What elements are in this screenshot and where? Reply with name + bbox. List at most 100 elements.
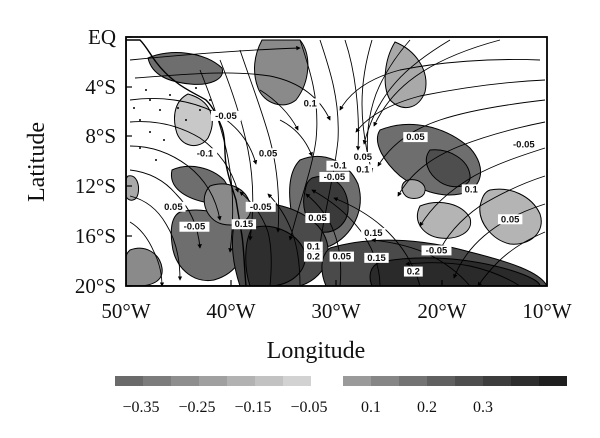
contour-label-18: 0.1	[307, 242, 321, 253]
contour-label-background	[353, 164, 373, 175]
contour-label-background	[329, 251, 354, 262]
contour-label-background	[508, 139, 539, 150]
colorbar-positive-segment	[483, 376, 511, 386]
contour-label-2: -0.1	[197, 148, 214, 159]
y-axis-title: Latitude	[24, 122, 50, 202]
contour-label-11: 0.05	[501, 214, 520, 225]
shaded-region-nw	[147, 52, 224, 85]
contour-label-22: -0.05	[426, 245, 448, 256]
shaded-region-east-inner	[425, 149, 471, 188]
contour-label-background	[350, 152, 376, 163]
weak-flow-dots	[133, 87, 211, 161]
lat-tick-3: 12°S	[75, 174, 116, 198]
contour-label-background	[210, 110, 241, 121]
colorbar-label-0: −0.35	[122, 399, 159, 416]
x-axis-title: Longitude	[267, 338, 366, 364]
colorbar	[115, 376, 567, 386]
contour-label-background	[461, 184, 481, 195]
colorbar-label-1: −0.25	[178, 399, 215, 416]
contour-label-4: 0.05	[406, 132, 425, 143]
contour-label-21: 0.15	[367, 253, 386, 264]
lon-tick-3: 20°W	[417, 299, 466, 323]
colorbar-label-4: 0.1	[361, 399, 381, 416]
contour-label-background	[305, 213, 330, 224]
colorbar-positive-segment	[427, 376, 455, 386]
colorbar-positive-segment	[399, 376, 427, 386]
contour-label-background	[255, 148, 281, 159]
colorbar-positive-segment	[511, 376, 539, 386]
contour-label-background	[403, 266, 423, 277]
axis-ticks	[125, 36, 548, 287]
contour-label-background	[361, 227, 386, 238]
colorbar-label-5: 0.2	[417, 399, 437, 416]
shaded-region-far-southwest	[126, 247, 163, 286]
contour-label-background	[364, 252, 389, 263]
contour-label-background	[497, 214, 523, 225]
contour-label-background	[303, 241, 323, 252]
contour-label-20: 0.05	[333, 252, 352, 263]
lon-tick-2: 30°W	[311, 299, 360, 323]
contour-label-1: -0.05	[215, 111, 237, 122]
contour-label-background	[303, 251, 323, 262]
map-plot-area	[126, 39, 547, 286]
contour-labels: 0.1-0.05-0.1 0.050.05-0.05-0.10.050.1-0.0…	[161, 98, 539, 278]
contour-label-background	[326, 160, 351, 171]
latitude-tick-labels: EQ 4°S 8°S 12°S 16°S 20°S	[75, 25, 116, 298]
lat-tick-0: EQ	[88, 25, 116, 49]
colorbar-negative-segment	[199, 376, 227, 386]
contour-label-6: -0.1	[330, 161, 347, 172]
contour-label-7: 0.05	[354, 152, 373, 163]
lat-tick-4: 16°S	[75, 224, 116, 248]
colorbar-negative-segment	[283, 376, 311, 386]
contour-label-background	[300, 98, 320, 109]
contour-label-background	[231, 219, 257, 230]
contour-label-17: 0.15	[364, 228, 383, 239]
contour-label-background	[161, 201, 186, 212]
lat-tick-2: 8°S	[85, 124, 116, 148]
colorbar-label-6: 0.3	[473, 399, 493, 416]
contour-label-3: 0.05	[259, 148, 278, 159]
colorbar-negative-segment	[143, 376, 171, 386]
colorbar-labels: −0.35 −0.25 −0.15 −0.05 0.1 0.2 0.3	[122, 399, 493, 416]
shaded-region-south-core	[245, 225, 306, 286]
contour-label-23: 0.2	[407, 267, 420, 278]
colorbar-positive-segment	[455, 376, 483, 386]
colorbar-label-2: −0.15	[234, 399, 271, 416]
lon-tick-4: 10°W	[522, 299, 571, 323]
coastline	[126, 39, 247, 286]
contour-label-0: 0.1	[304, 98, 318, 109]
longitude-tick-labels: 50°W 40°W 30°W 20°W 10°W	[101, 299, 571, 323]
contour-label-16: 0.15	[235, 219, 254, 230]
contour-label-15: -0.05	[184, 222, 206, 233]
contour-label-5: -0.05	[513, 140, 535, 151]
contour-label-background	[319, 171, 350, 182]
colorbar-positive-segment	[539, 376, 567, 386]
shaded-regions	[126, 39, 547, 286]
colorbar-positive-segment	[343, 376, 371, 386]
lon-tick-0: 50°W	[101, 299, 150, 323]
lat-tick-5: 20°S	[75, 274, 116, 298]
streamlines	[129, 39, 546, 286]
contour-label-10: 0.1	[465, 184, 479, 195]
contour-label-background	[403, 132, 428, 143]
contour-label-12: 0.05	[164, 202, 183, 213]
colorbar-negative-segment	[115, 376, 143, 386]
contour-label-19: 0.2	[307, 252, 320, 263]
shaded-region-east-small	[401, 179, 426, 199]
lat-tick-1: 4°S	[85, 75, 116, 99]
colorbar-label-3: −0.05	[290, 399, 327, 416]
contour-label-9: -0.05	[324, 172, 346, 183]
contour-label-14: 0.05	[308, 213, 327, 224]
contour-label-background	[421, 245, 452, 256]
colorbar-negative-segment	[171, 376, 199, 386]
contour-label-background	[179, 221, 210, 232]
colorbar-negative-segment	[255, 376, 283, 386]
shaded-region-north-center	[254, 39, 309, 106]
contour-label-background	[192, 148, 218, 159]
contour-label-13: -0.05	[250, 202, 272, 213]
contour-label-background	[245, 201, 276, 212]
contour-label-8: 0.1	[356, 164, 370, 175]
colorbar-positive-segment	[371, 376, 399, 386]
lon-tick-1: 40°W	[206, 299, 255, 323]
